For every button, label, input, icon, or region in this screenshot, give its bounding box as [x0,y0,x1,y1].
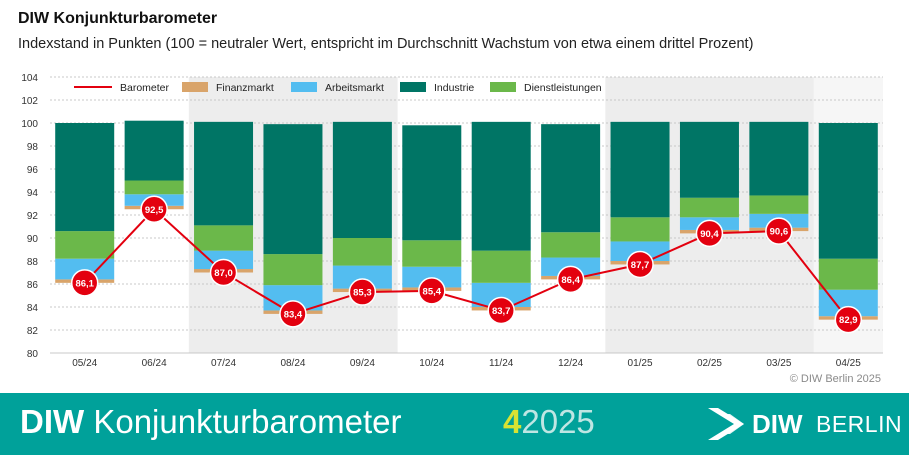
chart-subtitle: Indexstand in Punkten (100 = neutraler W… [18,36,754,52]
barometer-data-label: 85,3 [353,288,372,299]
x-tick-label: 04/25 [836,358,861,369]
y-tick-label: 96 [27,165,39,176]
y-tick-label: 100 [21,119,38,130]
barometer-point [418,277,446,305]
barometer-data-label: 87,0 [214,268,233,279]
bar-dienstleistungen [749,195,809,214]
barometer-data-label: 82,9 [839,315,858,326]
bar-dienstleistungen [332,238,392,266]
bar-industrie [471,121,531,251]
barometer-data-label: 85,4 [423,286,442,297]
bar-dienstleistungen [610,217,670,242]
x-tick-label: 05/24 [72,358,97,369]
y-tick-label: 88 [27,257,39,268]
legend-label-arbeitsmarkt: Arbeitsmarkt [325,82,384,94]
footer-issue: 42025 [503,403,595,441]
x-tick-label: 06/24 [142,358,167,369]
barometer-data-label: 90,6 [770,227,789,238]
y-tick-label: 80 [27,349,39,360]
logo-diw-text: DIW [752,409,803,439]
bar-industrie [124,120,184,181]
bar-arbeitsmarkt [402,266,462,288]
legend-label-barometer: Barometer [120,82,170,94]
barometer-point [140,195,168,223]
barometer-point [626,250,654,279]
bar-dienstleistungen [263,254,323,286]
bar-industrie [818,123,878,259]
barometer-point [765,217,793,245]
barometer-point [695,219,724,248]
x-tick-label: 10/24 [419,358,444,369]
x-tick-label: 09/24 [350,358,375,369]
x-tick-label: 03/25 [766,358,791,369]
legend-swatch-finanzmarkt [182,82,208,92]
x-tick-label: 08/24 [280,358,305,369]
bar-industrie [541,124,601,233]
bar-arbeitsmarkt [55,258,115,280]
footer-banner: DIW Konjunkturbarometer 42025 DIW BERLIN [0,393,909,455]
y-tick-label: 84 [27,303,39,314]
barometer-data-label: 83,4 [284,309,303,320]
footer-brand-strong: DIW [20,403,85,440]
barometer-data-label: 83,7 [492,306,511,317]
y-tick-label: 90 [27,234,39,245]
bar-dienstleistungen [402,240,462,267]
bar-dienstleistungen [194,225,254,251]
barometer-data-label: 90,4 [700,229,719,240]
chart-title: DIW Konjunkturbarometer [18,10,218,27]
x-tick-label: 01/25 [628,358,653,369]
y-tick-label: 82 [27,326,39,337]
y-tick-label: 94 [27,188,39,199]
barometer-point [279,300,307,328]
copyright-credit: © DIW Berlin 2025 [789,373,881,385]
bar-dienstleistungen [55,231,115,259]
footer-issue-number: 4 [503,403,522,440]
barometer-point [348,278,377,306]
footer-issue-year: 2025 [521,403,595,440]
y-tick-label: 102 [21,96,38,107]
bar-industrie [194,121,254,226]
x-tick-label: 11/24 [489,358,514,369]
x-tick-label: 02/25 [697,358,722,369]
barometer-point [70,269,99,297]
bar-dienstleistungen [471,250,531,283]
logo-berlin-text: BERLIN [816,411,903,437]
bar-industrie [402,125,462,241]
y-tick-label: 86 [27,280,39,291]
x-tick-label: 12/24 [558,358,583,369]
legend-swatch-industrie [400,82,426,92]
bar-industrie [749,121,809,196]
barometer-point [834,305,863,334]
bar-arbeitsmarkt [332,265,392,289]
barometer-data-label: 92,5 [145,205,164,216]
chart: 86,1 92,5 87,0 83,4 85,3 85,4 83,7 86,4 87,7 90,4… [21,73,883,369]
bar-industrie [679,121,739,198]
footer-brand-title: DIW Konjunkturbarometer [20,403,402,441]
barometer-point [209,258,238,287]
legend-label-dienstleistungen: Dienstleistungen [524,82,602,94]
bar-industrie [332,121,392,238]
bar-dienstleistungen [124,180,184,195]
bar-industrie [55,123,115,232]
diw-logo-mark-icon [708,408,744,440]
bar-industrie [610,121,670,218]
barometer-data-label: 86,1 [75,278,94,289]
barometer-data-label: 86,4 [561,275,580,286]
legend-swatch-dienstleistungen [490,82,516,92]
y-tick-label: 104 [21,73,38,84]
legend-label-finanzmarkt: Finanzmarkt [216,82,274,94]
x-tick-label: 07/24 [211,358,236,369]
bar-dienstleistungen [818,258,878,290]
y-tick-label: 98 [27,142,39,153]
y-tick-label: 92 [27,211,39,222]
barometer-point [556,265,585,294]
barometer-point [487,296,515,325]
bar-industrie [263,124,323,255]
bar-dienstleistungen [679,197,739,218]
legend-swatch-arbeitsmarkt [291,82,317,92]
footer-brand-rest: Konjunkturbarometer [93,403,402,440]
legend-label-industrie: Industrie [434,82,474,94]
bar-dienstleistungen [541,232,601,258]
barometer-data-label: 87,7 [631,260,650,271]
